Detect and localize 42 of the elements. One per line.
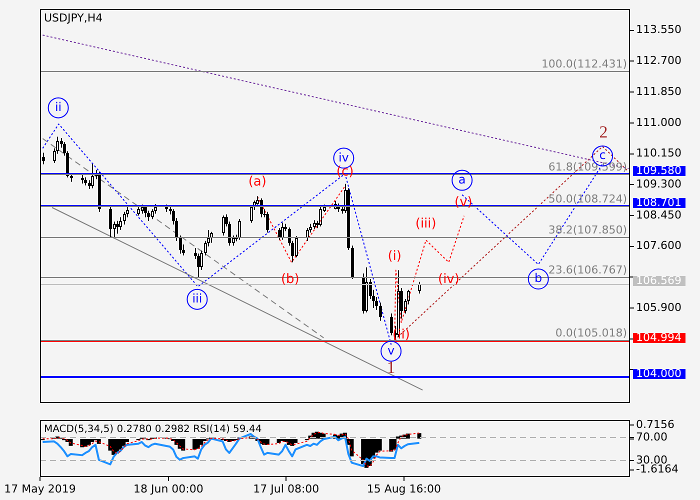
y-tick-label: 112.700 <box>636 54 682 68</box>
annotation: (i) <box>388 249 402 264</box>
x-tick-label: 17 May 2019 <box>4 482 76 496</box>
ref-line-label: 106.569 <box>636 274 682 287</box>
ref-line-label: 23.6(106.767) <box>548 263 627 276</box>
y-tick-label: 108.450 <box>636 208 682 222</box>
x-tick-label: 17 Jul 08:00 <box>253 482 320 496</box>
y-tick-label: 107.600 <box>636 239 682 252</box>
annotation: (a) <box>248 174 266 190</box>
y-tick-label: 0.7156 <box>636 418 674 431</box>
ref-line-label: 104.994 <box>636 330 682 344</box>
annotation: a <box>458 172 466 186</box>
ref-line-label: 50.0(108.724) <box>548 192 627 206</box>
x-tick-label: 18 Jun 00:00 <box>133 482 204 496</box>
annotation: 2 <box>599 122 608 142</box>
annotation: b <box>534 271 542 286</box>
ref-line-label: 100.0(112.431) <box>541 57 627 70</box>
y-tick-label: -1.6164 <box>636 462 678 476</box>
y-tick-label: 113.550 <box>636 23 682 36</box>
annotation: (iv) <box>438 272 460 288</box>
ref-line-label: 108.701 <box>636 196 682 209</box>
ref-line-label: 0.0(105.018) <box>555 326 627 340</box>
y-tick-label: 109.300 <box>636 177 682 190</box>
annotation: ii <box>54 100 62 114</box>
y-tick-label: 110.150 <box>636 146 682 160</box>
y-tick-label: 111.000 <box>636 116 682 129</box>
annotation: c <box>599 148 606 162</box>
ref-line-label: 109.580 <box>636 164 682 177</box>
text: MACD(5,34,5) 0.2780 0.2982 RSI(14) 59.44 <box>44 424 262 436</box>
chart-title: USDJPY,H4 <box>44 11 103 24</box>
y-tick-label: 105.900 <box>636 300 682 314</box>
x-tick-label: 15 Aug 16:00 <box>366 482 441 496</box>
y-tick-label: 111.850 <box>636 84 682 98</box>
ref-line-label: 104.000 <box>636 366 682 380</box>
ref-line-label: 38.2(107.850) <box>548 223 627 236</box>
annotation: 1 <box>386 358 396 377</box>
y2-tick-label: 70.00 <box>636 430 668 444</box>
annotation: v <box>387 343 395 358</box>
annotation: (iii) <box>415 216 436 232</box>
annotation: iii <box>192 291 202 306</box>
annotation: (b) <box>280 272 300 288</box>
annotation: iv <box>338 150 349 164</box>
